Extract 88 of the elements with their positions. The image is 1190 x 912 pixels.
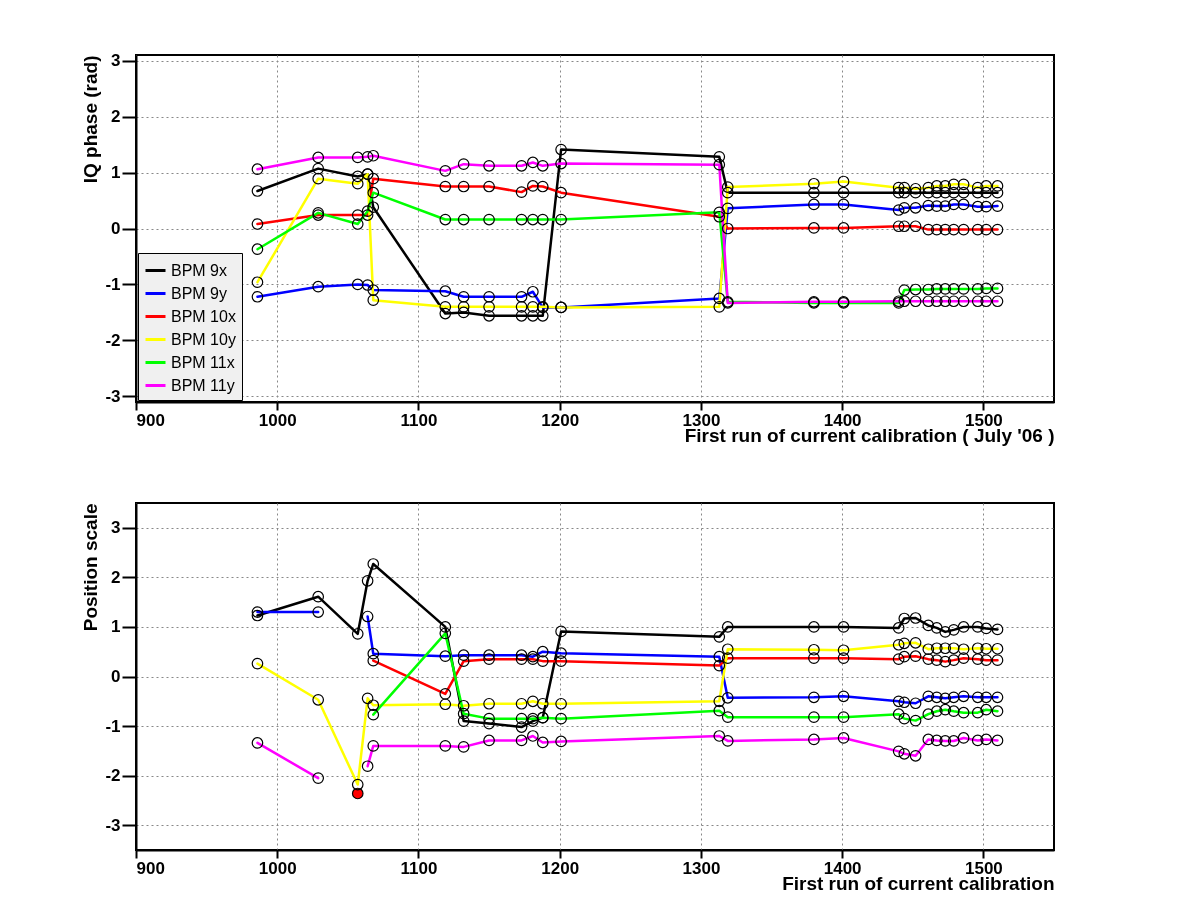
y-tick-label: -2 <box>105 330 121 350</box>
y-tick-label: -3 <box>105 815 121 835</box>
point <box>922 619 935 632</box>
point <box>439 307 452 320</box>
point <box>713 631 726 643</box>
point <box>555 625 567 638</box>
point <box>555 143 567 156</box>
x-tick-label: 1200 <box>541 410 580 430</box>
point <box>971 621 984 633</box>
x-tick-label: 1100 <box>400 410 438 430</box>
point <box>367 201 380 214</box>
point <box>713 151 726 163</box>
x-tick-label: 900 <box>136 410 165 430</box>
point <box>909 612 922 624</box>
point <box>721 621 734 633</box>
point <box>930 186 943 199</box>
point <box>898 186 911 199</box>
point <box>367 558 380 570</box>
point <box>515 721 528 733</box>
point <box>351 170 364 183</box>
point <box>808 621 820 633</box>
y-axis-title: Position scale <box>80 503 102 632</box>
point <box>251 185 264 197</box>
y-axis-title: IQ phase (rad) <box>80 55 102 184</box>
point <box>808 186 820 199</box>
point <box>980 186 993 199</box>
point <box>361 574 374 587</box>
point <box>939 186 952 199</box>
point <box>251 609 264 622</box>
point <box>922 186 935 199</box>
x-tick-label: 1100 <box>400 858 438 878</box>
y-tick-label: -2 <box>105 766 121 786</box>
legend-label: BPM 9y <box>171 284 228 302</box>
point <box>909 186 922 199</box>
point <box>947 186 960 199</box>
point <box>483 309 495 322</box>
y-tick-label: 0 <box>111 219 121 238</box>
x-tick-label: 1400 <box>823 410 862 430</box>
point <box>892 186 905 199</box>
point <box>351 628 364 640</box>
y-tick-label: 2 <box>111 107 121 127</box>
point <box>837 621 850 633</box>
point <box>971 186 984 199</box>
x-tick-label: 1500 <box>964 410 1003 430</box>
y-tick-label: 3 <box>111 518 121 538</box>
point <box>439 621 452 633</box>
point <box>351 787 364 800</box>
point <box>457 306 470 319</box>
point <box>837 186 850 199</box>
x-tick-label: 1000 <box>258 410 297 430</box>
point <box>515 309 528 322</box>
point <box>892 622 905 634</box>
point <box>457 715 470 727</box>
point <box>980 622 993 635</box>
y-tick-label: -3 <box>105 386 121 406</box>
x-tick-label: 900 <box>136 858 165 878</box>
point <box>991 186 1004 199</box>
point <box>721 186 734 199</box>
legend-label: BPM 11x <box>171 353 235 371</box>
x-tick-label: 1500 <box>964 858 1003 878</box>
point <box>898 612 911 625</box>
legend-label: BPM 11y <box>171 376 235 394</box>
y-tick-label: 1 <box>111 163 121 183</box>
point <box>957 186 970 199</box>
point <box>536 309 549 322</box>
legend-label: BPM 10x <box>171 307 236 325</box>
legend-label: BPM 10y <box>171 330 236 348</box>
x-tick-label: 1400 <box>823 858 862 878</box>
y-tick-label: -1 <box>105 274 121 294</box>
x-tick-label: 1300 <box>682 858 721 878</box>
point <box>527 309 539 322</box>
point <box>930 622 943 634</box>
y-tick-label: 0 <box>111 667 121 686</box>
point <box>483 717 495 730</box>
y-tick-label: -1 <box>105 716 121 736</box>
point <box>991 623 1004 636</box>
point <box>939 626 952 638</box>
point <box>312 590 325 603</box>
x-tick-label: 1000 <box>258 858 297 878</box>
y-tick-label: 1 <box>111 617 121 637</box>
point <box>957 621 970 633</box>
x-tick-label: 1300 <box>682 410 721 430</box>
point <box>947 624 960 636</box>
legend-label: BPM 9x <box>171 261 228 279</box>
y-tick-label: 2 <box>111 567 121 587</box>
point <box>312 162 325 175</box>
x-tick-label: 1200 <box>541 858 580 878</box>
y-tick-label: 3 <box>111 51 121 71</box>
